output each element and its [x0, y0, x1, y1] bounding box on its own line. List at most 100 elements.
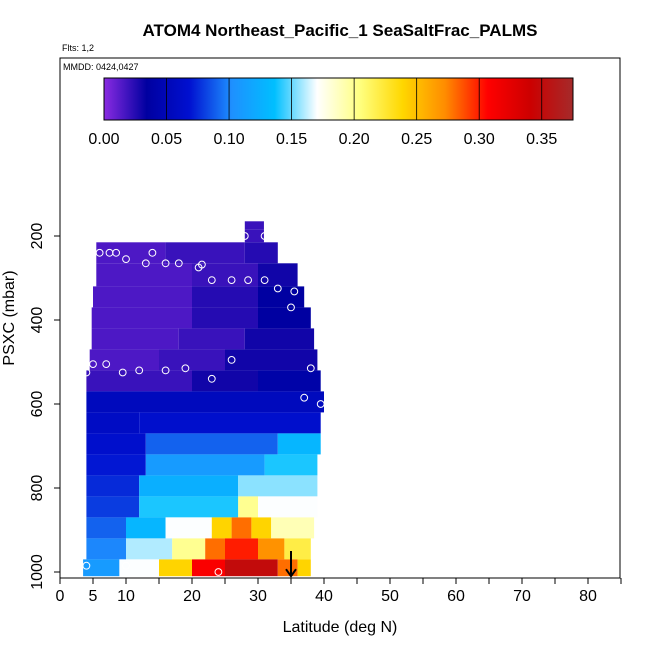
- x-tick-label: 50: [381, 588, 399, 605]
- sample-point: [135, 366, 144, 375]
- heatmap-cell: [178, 328, 245, 350]
- heatmap-cell: [86, 370, 192, 392]
- sample-point: [198, 260, 206, 269]
- sample-point: [260, 232, 269, 240]
- heatmap-cell: [139, 412, 321, 434]
- heatmap-cell: [91, 328, 179, 350]
- heatmap-cell: [231, 517, 252, 539]
- sample-point: [102, 360, 111, 369]
- heatmap-cell: [192, 307, 258, 329]
- x-tick-label: 60: [447, 588, 465, 605]
- y-tick-label: 400: [29, 307, 46, 334]
- heatmap-cell: [271, 517, 315, 539]
- sample-point: [207, 374, 216, 383]
- sample-point: [290, 287, 299, 296]
- flights-label: Flts: 1,2: [62, 43, 94, 53]
- heatmap-cell: [126, 517, 166, 539]
- heatmap-cell: [211, 517, 232, 539]
- sample-point: [207, 276, 216, 285]
- heatmap-cell: [258, 286, 305, 308]
- colorbar-tick-label: 0.35: [526, 131, 557, 148]
- heatmap-cell: [172, 538, 206, 560]
- heatmap-cell: [284, 538, 311, 560]
- colorbar-gradient: [103, 77, 574, 121]
- sample-point: [316, 400, 325, 408]
- heatmap-cell: [165, 517, 212, 539]
- heatmap-cell: [192, 559, 225, 577]
- heatmap-cell: [119, 559, 159, 577]
- sample-point: [240, 232, 249, 240]
- heatmap-cell: [244, 328, 315, 350]
- heatmap-cell: [89, 349, 159, 371]
- sample-point: [306, 287, 315, 296]
- sample-point: [273, 284, 282, 293]
- sample-point: [82, 561, 91, 570]
- colorbar-tick-label: 0.15: [276, 131, 307, 148]
- heatmap-cell: [225, 349, 318, 371]
- heatmap-cell: [91, 307, 192, 329]
- sample-point: [244, 276, 253, 285]
- heatmap-cell: [139, 475, 239, 497]
- heatmap-cells: [83, 221, 325, 577]
- heatmap-cell: [192, 286, 258, 308]
- heatmap-cell: [86, 412, 140, 434]
- heatmap-cell: [83, 559, 120, 577]
- colorbar: 0.00 0.05 0.10 0.15 0.20 0.25 0.30 0.35: [88, 77, 574, 148]
- heatmap-cell: [126, 538, 173, 560]
- colorbar-tick-label: 0.25: [401, 131, 432, 148]
- x-tick-label: 80: [579, 588, 597, 605]
- sample-point: [141, 259, 150, 268]
- colorbar-tick-label: 0.10: [213, 131, 244, 148]
- heatmap-cell: [258, 496, 318, 518]
- colorbar-tick-label: 0.20: [339, 131, 370, 148]
- heatmap-cell: [86, 433, 146, 455]
- colorbar-dividers: [166, 78, 543, 120]
- heatmap-cell: [225, 242, 245, 264]
- heatmap-cell: [244, 229, 264, 243]
- sample-point: [260, 276, 269, 285]
- x-tick-label: 10: [117, 588, 135, 605]
- annotation-arrow: [285, 551, 297, 578]
- heatmap-cell: [277, 433, 321, 455]
- x-tick-label: 70: [513, 588, 531, 605]
- sample-points: [82, 232, 325, 576]
- dates-label: MMDD: 0424,0427: [63, 62, 139, 72]
- x-axis-label: Latitude (deg N): [283, 619, 398, 636]
- sample-point: [161, 259, 170, 268]
- heatmap-cell: [165, 242, 225, 264]
- heatmap-cell: [244, 221, 264, 230]
- heatmap-cell: [258, 370, 321, 392]
- heatmap-cell: [258, 307, 311, 329]
- y-tick-label: 800: [29, 475, 46, 502]
- colorbar-tick-labels: 0.00 0.05 0.10 0.15 0.20 0.25 0.30 0.35: [88, 131, 557, 148]
- x-tick-label: 30: [249, 588, 267, 605]
- heatmap-cell: [145, 433, 278, 455]
- colorbar-tick-label: 0.00: [88, 131, 119, 148]
- plot-frame: [59, 57, 621, 579]
- y-axis-label: PSXC (mbar): [1, 270, 18, 365]
- heatmap-cell: [96, 242, 166, 264]
- chart-title: ATOM4 Northeast_Pacific_1 SeaSaltFrac_PA…: [143, 21, 538, 40]
- x-tick-label: 40: [315, 588, 333, 605]
- heatmap-cell: [297, 559, 311, 577]
- sample-point: [287, 303, 295, 312]
- heatmap-cell: [96, 263, 192, 287]
- sample-point: [112, 248, 120, 257]
- heatmap-cell: [258, 538, 285, 560]
- sample-point: [148, 248, 157, 257]
- heatmap-cell: [238, 475, 318, 497]
- heatmap-cell: [244, 242, 278, 264]
- heatmap-cell: [192, 370, 258, 392]
- x-tick-label: 0: [56, 588, 65, 605]
- x-tick-label: 20: [183, 588, 201, 605]
- heatmap-cell: [225, 538, 258, 560]
- heatmap-cell: [86, 475, 140, 497]
- heatmap-cell: [264, 454, 318, 476]
- colorbar-tick-label: 0.30: [464, 131, 495, 148]
- sample-point: [122, 561, 130, 570]
- heatmap-cell: [86, 517, 126, 539]
- heatmap-cell: [277, 559, 298, 577]
- y-tick-label: 1000: [29, 554, 46, 590]
- y-axis: 200 400 600 800 1000: [29, 223, 60, 590]
